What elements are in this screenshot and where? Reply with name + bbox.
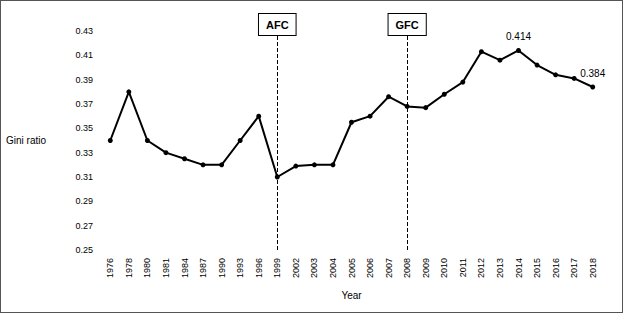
svg-text:0.39: 0.39 <box>75 75 93 85</box>
svg-text:2017: 2017 <box>569 258 579 278</box>
svg-text:1980: 1980 <box>142 258 152 278</box>
svg-text:0.27: 0.27 <box>75 221 93 231</box>
svg-text:2018: 2018 <box>588 258 598 278</box>
svg-text:GFC: GFC <box>396 19 419 31</box>
svg-text:2003: 2003 <box>309 258 319 278</box>
svg-text:0.414: 0.414 <box>506 31 531 42</box>
svg-text:0.384: 0.384 <box>580 68 605 79</box>
svg-text:2012: 2012 <box>476 258 486 278</box>
svg-text:0.35: 0.35 <box>75 123 93 133</box>
svg-text:2015: 2015 <box>532 258 542 278</box>
svg-text:0.41: 0.41 <box>75 50 93 60</box>
svg-text:0.29: 0.29 <box>75 196 93 206</box>
svg-text:AFC: AFC <box>266 19 289 31</box>
svg-text:2005: 2005 <box>347 258 357 278</box>
svg-text:2010: 2010 <box>439 258 449 278</box>
svg-text:0.31: 0.31 <box>75 172 93 182</box>
svg-text:1976: 1976 <box>105 258 115 278</box>
svg-text:1999: 1999 <box>272 258 282 278</box>
svg-text:2007: 2007 <box>384 258 394 278</box>
svg-text:0.43: 0.43 <box>75 26 93 36</box>
svg-text:2011: 2011 <box>458 258 468 277</box>
svg-text:1996: 1996 <box>254 258 264 278</box>
svg-text:0.37: 0.37 <box>75 99 93 109</box>
svg-text:2002: 2002 <box>291 258 301 278</box>
svg-text:2006: 2006 <box>365 258 375 278</box>
svg-text:Year: Year <box>341 290 362 301</box>
svg-text:1990: 1990 <box>217 258 227 278</box>
svg-text:0.25: 0.25 <box>75 245 93 255</box>
svg-text:2004: 2004 <box>328 258 338 278</box>
svg-text:0.33: 0.33 <box>75 148 93 158</box>
svg-text:1993: 1993 <box>235 258 245 278</box>
svg-text:2013: 2013 <box>495 258 505 278</box>
svg-text:2016: 2016 <box>551 258 561 278</box>
svg-text:1978: 1978 <box>124 258 134 278</box>
svg-text:2014: 2014 <box>514 258 524 278</box>
svg-text:1987: 1987 <box>198 258 208 278</box>
svg-text:1984: 1984 <box>180 258 190 278</box>
svg-text:2009: 2009 <box>421 258 431 278</box>
svg-text:2008: 2008 <box>402 258 412 278</box>
svg-text:Gini ratio: Gini ratio <box>6 135 46 146</box>
svg-text:1981: 1981 <box>161 258 171 278</box>
